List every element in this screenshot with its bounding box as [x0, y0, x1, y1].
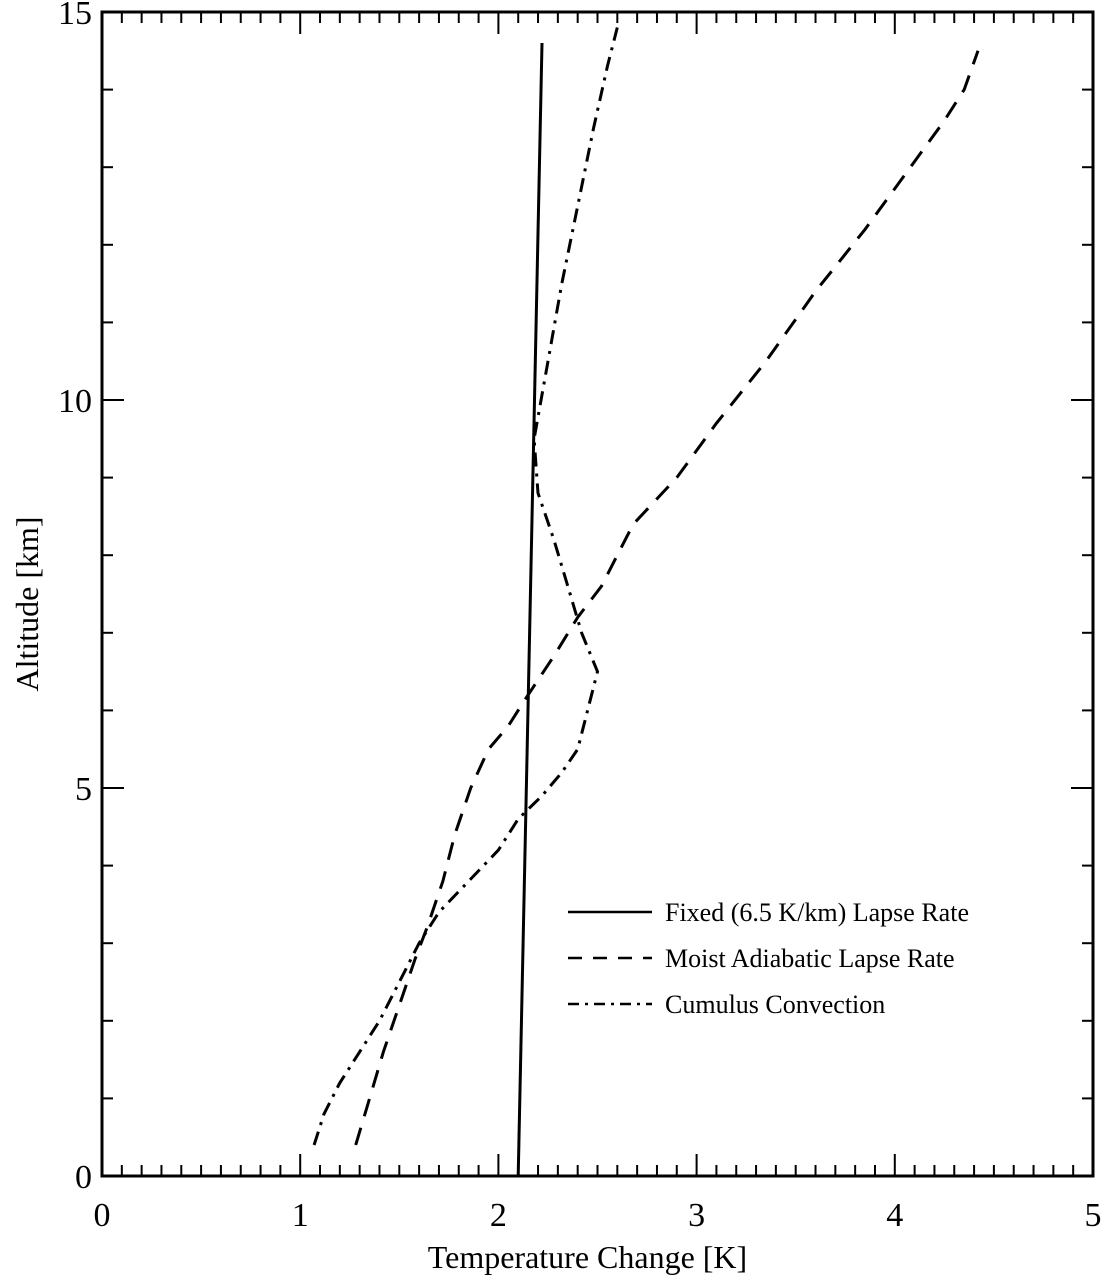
- y-tick-label: 5: [75, 771, 92, 808]
- y-tick-label: 15: [58, 0, 92, 32]
- legend: Fixed (6.5 K/km) Lapse Rate Moist Adiabat…: [568, 898, 969, 1019]
- series-line-dashdot: [312, 27, 619, 1146]
- x-tick-label: 5: [1085, 1197, 1102, 1234]
- series-line-solid: [516, 42, 544, 1177]
- legend-label: Cumulus Convection: [665, 990, 885, 1019]
- x-tick-label: 3: [688, 1197, 705, 1234]
- x-tick-label: 0: [94, 1197, 111, 1234]
- series-line-dashed: [354, 50, 980, 1146]
- y-tick-label: 0: [75, 1159, 92, 1196]
- x-tick-label: 2: [490, 1197, 507, 1234]
- x-axis-title: Temperature Change [K]: [428, 1239, 747, 1275]
- y-tick-label: 10: [58, 383, 92, 420]
- legend-label: Fixed (6.5 K/km) Lapse Rate: [665, 898, 969, 927]
- y-axis-title: Altitude [km]: [9, 516, 45, 691]
- x-tick-label: 1: [292, 1197, 309, 1234]
- tick-marks: [101, 11, 1094, 1177]
- x-tick-label: 4: [886, 1197, 903, 1234]
- y-tick-labels: 0 5 10 15: [58, 0, 92, 1196]
- legend-label: Moist Adiabatic Lapse Rate: [665, 944, 955, 973]
- series-lines: [312, 27, 980, 1177]
- plot-frame: [100, 10, 1095, 1178]
- x-tick-labels: 0 1 2 3 4 5: [94, 1197, 1102, 1234]
